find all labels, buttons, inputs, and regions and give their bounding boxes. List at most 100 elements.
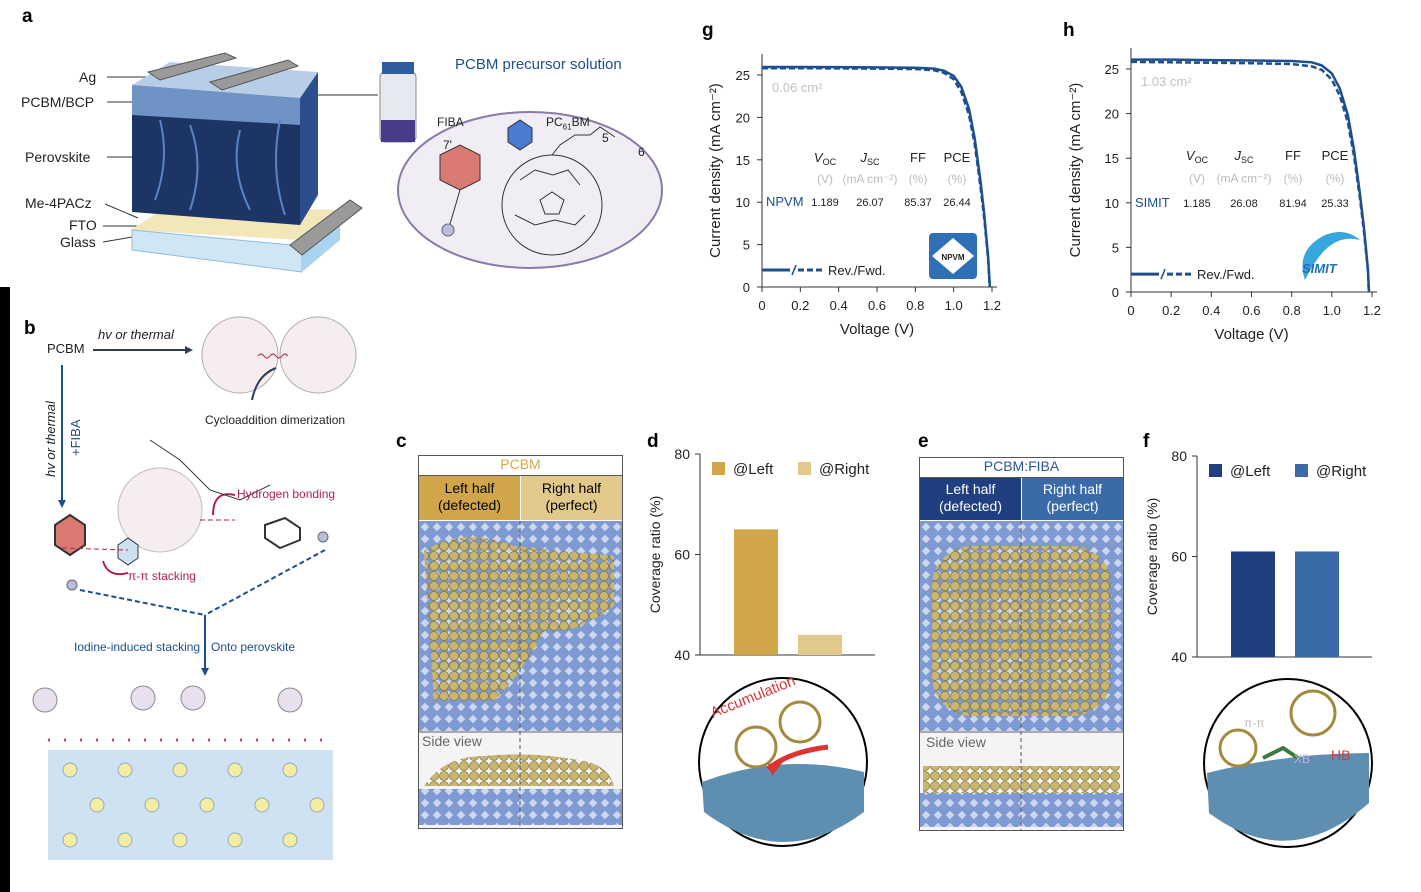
panel-label-f: f	[1143, 431, 1150, 452]
y-tick-label: 40	[674, 647, 690, 663]
position-6: 6	[638, 145, 645, 159]
layer-label-pcbm-bcp: PCBM/BCP	[21, 94, 95, 110]
table-unit: (V)	[817, 172, 833, 186]
x-tick-label: 1.2	[1363, 303, 1381, 318]
bar-chart-f: 40 60 80 Coverage ratio (%) @Left @Right	[1144, 448, 1372, 665]
y-tick-label: 25	[736, 68, 750, 83]
simulation-panel-pcbm-fiba: PCBM:FIBA Left half (defected) Right half…	[919, 457, 1124, 831]
table-value: 85.37	[904, 197, 932, 209]
legend-divider	[791, 264, 797, 276]
y-tick-label: 80	[1171, 448, 1187, 464]
panel-label-g: g	[702, 20, 714, 41]
x-axis-label: Voltage (V)	[1214, 326, 1288, 343]
panel-label-e: e	[918, 431, 929, 452]
table-row-label: SIMIT	[1135, 195, 1170, 210]
table-unit: (mA cm⁻²)	[843, 172, 898, 186]
x-tick-label: 0.8	[906, 298, 924, 313]
bar-left	[1231, 551, 1275, 657]
y-tick-label: 60	[674, 547, 690, 563]
table-header: FF	[1285, 148, 1301, 163]
cycloaddition-label: Cycloaddition dimerization	[205, 413, 346, 427]
y-tick-label: 25	[1105, 62, 1119, 77]
layer-label-perovskite: Perovskite	[25, 149, 91, 165]
panel-label-a: a	[22, 6, 33, 27]
y-tick-label: 0	[1112, 285, 1119, 300]
y-tick-label: 40	[1171, 649, 1187, 665]
jv-curve-fwd	[1130, 60, 1371, 293]
accumulation-inset	[698, 677, 868, 847]
device-area-label: 1.03 cm²	[1141, 74, 1192, 89]
y-tick-label: 10	[1105, 196, 1119, 211]
side-view-label: Side view	[926, 734, 986, 750]
table-header: VOC	[814, 150, 837, 167]
y-tick-label: 20	[1105, 107, 1119, 122]
right-half-header: Right half (perfect)	[521, 476, 622, 520]
xb-label: XB	[1294, 752, 1311, 766]
simulation-panel-pcbm: PCBM Left half (defected) Right half (perf…	[418, 455, 623, 829]
legend-swatch	[1209, 464, 1222, 477]
layer-label-ag: Ag	[79, 69, 97, 85]
bar-right	[1295, 551, 1339, 657]
y-tick-label: 15	[736, 153, 750, 168]
y-axis-label: Coverage ratio (%)	[647, 496, 663, 614]
y-tick-label: 10	[736, 195, 750, 210]
panel-label-b: b	[24, 318, 36, 339]
legend-label: @Right	[1316, 463, 1367, 480]
bar-chart-d: 40 60 80 Coverage ratio (%) @Left @Right	[647, 446, 875, 663]
device-area-label: 0.06 cm²	[772, 80, 823, 95]
position-5: 5	[602, 131, 609, 145]
solar-cell-stack-illustration	[102, 52, 663, 273]
perovskite-lattice	[32, 685, 333, 860]
left-edge-bar	[0, 287, 10, 892]
legend-swatch	[798, 462, 811, 475]
jv-chart-h: 0 5 10 15 20 25 0 0.2 0.4 0.6 0.8 1.0 1.2 Voltage (V)…	[1067, 48, 1381, 343]
panel-label-c: c	[396, 431, 407, 452]
layer-label-me4pacz: Me-4PACz	[25, 195, 92, 211]
left-half-header: Left half (defected)	[419, 476, 520, 520]
hv-thermal-side-label: hv or thermal	[43, 401, 58, 477]
hydrogen-bonding-label: Hydrogen bonding	[237, 487, 336, 501]
panel-e-title: PCBM:FIBA	[920, 458, 1123, 478]
panel-c-title: PCBM	[419, 456, 622, 476]
y-tick-label: 20	[736, 110, 750, 125]
x-tick-label: 0.8	[1283, 303, 1301, 318]
left-half-header: Left half (defected)	[920, 478, 1021, 520]
x-tick-label: 0.2	[791, 298, 809, 313]
pcbm-top-and-side-view	[419, 521, 622, 828]
position-7: 7'	[443, 138, 452, 152]
legend-swatch	[1295, 464, 1308, 477]
x-tick-label: 0.4	[1202, 303, 1220, 318]
interaction-inset	[1203, 678, 1373, 848]
table-header: PCE	[944, 150, 971, 165]
table-value: 25.33	[1321, 198, 1349, 210]
precursor-solution-title: PCBM precursor solution	[455, 56, 622, 73]
table-value: 81.94	[1279, 198, 1307, 210]
right-half-header: Right half (perfect)	[1022, 478, 1123, 520]
y-axis-label: Coverage ratio (%)	[1144, 498, 1160, 616]
legend-swatch	[712, 462, 725, 475]
table-unit: (%)	[909, 172, 928, 186]
table-value: 26.44	[943, 197, 971, 209]
legend-label: Rev./Fwd.	[1197, 267, 1255, 282]
simit-logo-text: SIMIT	[1302, 261, 1338, 276]
y-tick-label: 0	[743, 280, 750, 295]
table-unit: (%)	[948, 172, 967, 186]
x-tick-label: 1.2	[983, 298, 1001, 313]
bar-right	[798, 634, 842, 655]
jv-chart-g: 0 5 10 15 20 25 0 0.2 0.4 0.6 0.8 1.0 1.2 Voltage (V)…	[707, 54, 1001, 338]
legend-divider	[1160, 268, 1166, 280]
legend-label: @Left	[733, 461, 774, 478]
onto-perovskite-label: Onto perovskite	[211, 640, 296, 654]
pcbm-fiba-top-and-side-view	[920, 521, 1123, 830]
x-tick-label: 0.4	[830, 298, 848, 313]
layer-label-fto: FTO	[69, 217, 97, 233]
x-tick-label: 0.6	[868, 298, 886, 313]
legend-label: @Right	[819, 461, 870, 478]
table-unit: (%)	[1284, 172, 1303, 186]
layer-label-glass: Glass	[60, 234, 96, 250]
table-value: 1.189	[811, 197, 839, 209]
table-value: 26.07	[856, 197, 884, 209]
side-view-label: Side view	[422, 733, 482, 749]
table-header: JSC	[859, 150, 880, 167]
table-header: VOC	[1186, 148, 1209, 165]
